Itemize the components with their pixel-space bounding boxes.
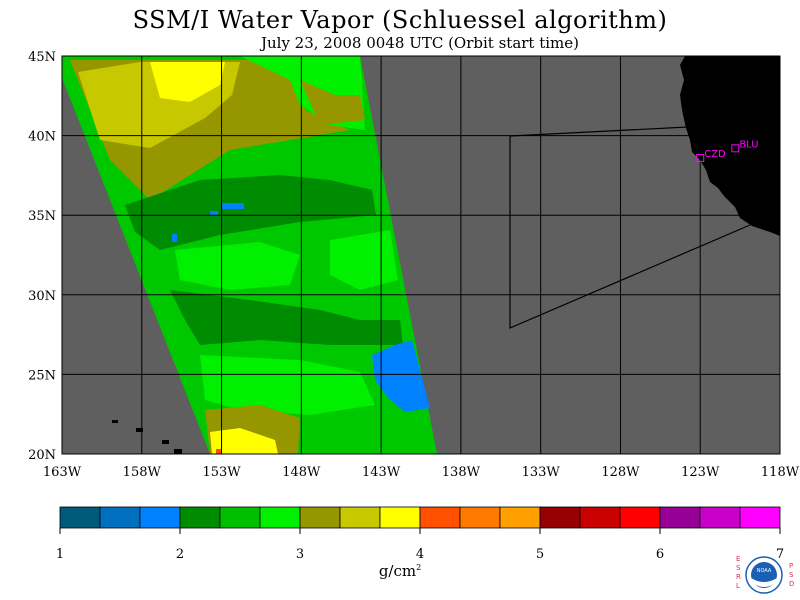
colorbar-swatch-5 bbox=[259, 506, 301, 529]
lon-label-163W: 163W bbox=[43, 465, 82, 480]
lon-label-153W: 153W bbox=[202, 465, 241, 480]
lon-label-133W: 133W bbox=[522, 465, 561, 480]
offshore-boundary-line bbox=[509, 126, 689, 137]
lon-label-143W: 143W bbox=[362, 465, 401, 480]
swath-region-yellow-north bbox=[150, 62, 225, 102]
colorbar-swatch-16 bbox=[699, 506, 741, 529]
swath-region-brightgreen-mid bbox=[175, 242, 300, 290]
swath-region-blue-36n-c bbox=[172, 234, 177, 242]
colorbar-swatch-7 bbox=[339, 506, 381, 529]
lon-label-128W: 128W bbox=[601, 465, 640, 480]
colorbar-swatch-2 bbox=[139, 506, 181, 529]
lat-label-35N: 35N bbox=[28, 209, 56, 224]
swath-region-blue-25n bbox=[372, 340, 430, 412]
hawaii-island-3 bbox=[162, 440, 169, 444]
colorbar-swatch-11 bbox=[499, 506, 541, 529]
logo-center-text: NOAA bbox=[757, 568, 772, 574]
hawaii-island-4 bbox=[174, 449, 182, 454]
colorbar-label-3: 3 bbox=[296, 547, 304, 562]
colorbar-swatch-4 bbox=[219, 506, 261, 529]
colorbar-swatch-3 bbox=[179, 506, 221, 529]
satellite-swath bbox=[62, 56, 437, 454]
colorbar-label-1: 1 bbox=[56, 547, 64, 562]
lon-label-148W: 148W bbox=[282, 465, 321, 480]
colorbar-label-4: 4 bbox=[416, 547, 424, 562]
lon-label-118W: 118W bbox=[761, 465, 800, 480]
colorbar-swatch-1 bbox=[99, 506, 141, 529]
swath-region-darkgreen-29n bbox=[170, 290, 403, 345]
colorbar-swatch-14 bbox=[619, 506, 661, 529]
colorbar-unit-label: g/cm2 bbox=[378, 562, 422, 580]
map-title: SSM/I Water Vapor (Schluessel algorithm) bbox=[132, 6, 668, 34]
swath-region-olive-ne bbox=[300, 80, 365, 125]
colorbar-swatch-10 bbox=[459, 506, 501, 529]
offshore-boundary-polygon bbox=[509, 136, 751, 329]
station-label-blu: BLU bbox=[739, 139, 758, 150]
map-border bbox=[61, 55, 781, 455]
hawaii-island-1 bbox=[112, 420, 118, 423]
colorbar-label-7: 7 bbox=[776, 547, 784, 562]
colorbar-swatch-15 bbox=[659, 506, 701, 529]
map-subtitle: July 23, 2008 0048 UTC (Orbit start time… bbox=[260, 34, 580, 52]
grid-lines bbox=[62, 56, 780, 454]
colorbar-swatch-12 bbox=[539, 506, 581, 529]
swath-region-red-pixel bbox=[216, 449, 221, 454]
station-marker-czd bbox=[696, 153, 705, 162]
swath-region-blue-36n-b bbox=[210, 211, 218, 216]
lat-label-25N: 25N bbox=[28, 368, 56, 383]
colorbar-swatch-13 bbox=[579, 506, 621, 529]
swath-region-yellow-south bbox=[210, 428, 278, 454]
swath-region-darkgreen-36n bbox=[125, 175, 376, 250]
stations: CZD BLU bbox=[696, 139, 759, 162]
colorbar-swatch-9 bbox=[419, 506, 461, 529]
colorbar-swatch-0 bbox=[59, 506, 101, 529]
colorbar-label-6: 6 bbox=[656, 547, 664, 562]
swath-region-blue-36n-a bbox=[222, 203, 244, 209]
lat-tick-labels: 20N 25N 30N 35N 40N 45N bbox=[28, 50, 56, 463]
california-land bbox=[680, 56, 780, 236]
lon-tick-labels: 163W 158W 153W 148W 143W 138W 133W 128W 123W 118W bbox=[43, 465, 800, 480]
lon-label-138W: 138W bbox=[442, 465, 481, 480]
colorbar bbox=[59, 506, 781, 529]
lon-label-123W: 123W bbox=[681, 465, 720, 480]
lat-label-40N: 40N bbox=[28, 130, 56, 145]
lon-label-158W: 158W bbox=[123, 465, 162, 480]
colorbar-swatch-6 bbox=[299, 506, 341, 529]
lat-label-45N: 45N bbox=[28, 50, 56, 65]
lat-label-20N: 20N bbox=[28, 448, 56, 463]
colorbar-tick-labels: 1 2 3 4 5 6 7 bbox=[56, 528, 784, 562]
map-area: CZD BLU bbox=[62, 56, 780, 454]
swath-region-brightgreen-south bbox=[200, 355, 375, 415]
station-label-czd: CZD bbox=[704, 149, 726, 160]
colorbar-label-5: 5 bbox=[536, 547, 544, 562]
lat-label-30N: 30N bbox=[28, 289, 56, 304]
colorbar-label-2: 2 bbox=[176, 547, 184, 562]
colorbar-swatch-8 bbox=[379, 506, 421, 529]
hawaii-island-2 bbox=[136, 428, 143, 432]
station-marker-blu bbox=[731, 144, 740, 153]
colorbar-swatch-17 bbox=[739, 506, 781, 529]
